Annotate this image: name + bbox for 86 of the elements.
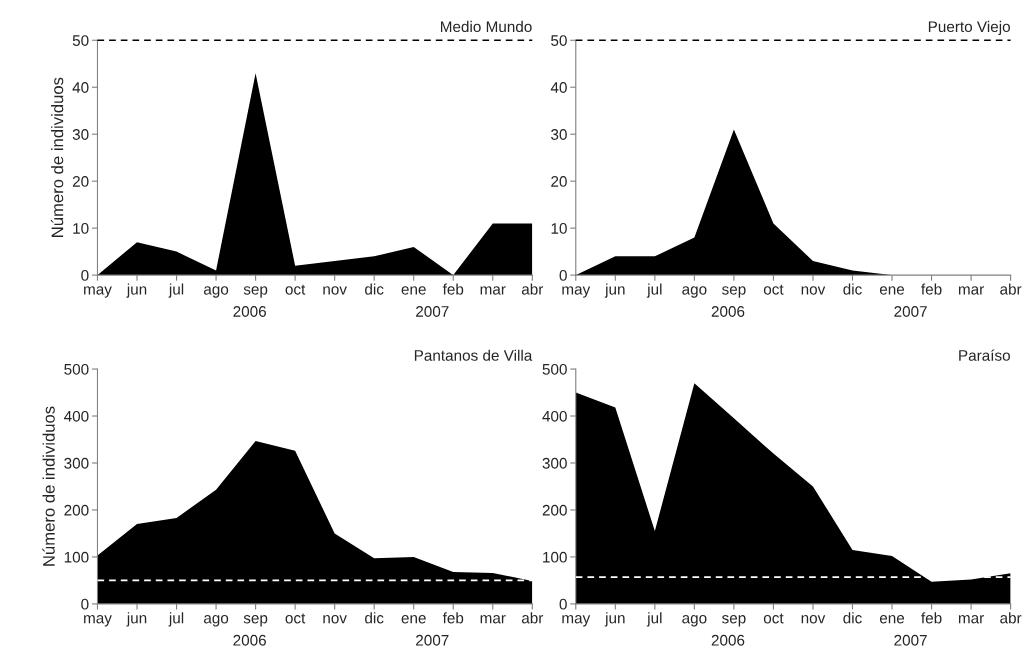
- text: 2006: [711, 306, 745, 317]
- x-tick-label: feb: [921, 283, 942, 295]
- x-tick-label: dic: [843, 283, 862, 295]
- x-tick-label: oct: [763, 284, 784, 295]
- x-tick-label: nov: [801, 286, 826, 295]
- text: 2007: [416, 306, 449, 317]
- x-tick-label: abr: [521, 612, 544, 624]
- x-tick-label: feb: [442, 612, 464, 624]
- text: 2006: [233, 634, 266, 646]
- x-tick-label: may: [562, 615, 591, 627]
- x-tick-label: may: [562, 286, 591, 298]
- x-tick-label: dic: [365, 283, 384, 295]
- x-tick-label: mar: [480, 615, 506, 624]
- y-tick-label: 50: [551, 35, 567, 46]
- y-tick-label: 0: [559, 598, 567, 610]
- x-tick-label: ago: [682, 286, 707, 298]
- x-tick-label: jun: [126, 612, 147, 627]
- x-tick-label: feb: [921, 612, 942, 624]
- y-tick-label: 0: [81, 269, 89, 281]
- y-tick-label: 30: [551, 129, 567, 140]
- x-tick-label: oct: [285, 613, 306, 624]
- x-tick-label: jun: [604, 283, 625, 298]
- y-tick-label: 100: [64, 551, 89, 563]
- chart-title: Paraíso: [959, 349, 1010, 361]
- x-tick-label: mar: [480, 286, 506, 295]
- x-tick-label: may: [84, 286, 112, 298]
- x-tick-label: jul: [646, 283, 662, 298]
- y-axis-title: Número de individuos: [42, 406, 55, 566]
- y-tick-label: 200: [542, 504, 567, 516]
- x-tick-label: nov: [801, 615, 826, 624]
- y-tick-label: 500: [64, 363, 89, 375]
- x-tick-label: abr: [1000, 283, 1022, 295]
- x-tick-label: mar: [958, 615, 984, 624]
- x-tick-label: mar: [958, 286, 984, 295]
- text: 2006: [711, 634, 745, 646]
- y-axis-title: Número de individuos: [50, 77, 64, 237]
- x-tick-label: abr: [521, 283, 544, 295]
- x-tick-label: dic: [365, 612, 384, 624]
- y-tick-label: 0: [559, 269, 567, 281]
- text: 2007: [894, 306, 927, 317]
- y-tick-label: 20: [72, 176, 89, 187]
- text: 2007: [416, 634, 449, 646]
- y-tick-label: 100: [543, 551, 567, 563]
- y-tick-label: 300: [542, 457, 567, 469]
- y-tick-label: 50: [72, 35, 89, 46]
- x-tick-label: oct: [285, 284, 306, 295]
- text: 2007: [894, 634, 927, 646]
- x-tick-label: ene: [401, 286, 426, 295]
- x-tick-label: dic: [843, 612, 862, 624]
- y-tick-label: 10: [73, 223, 89, 234]
- x-tick-label: ago: [203, 615, 229, 627]
- x-tick-label: sep: [722, 286, 746, 298]
- x-tick-label: ene: [401, 615, 426, 624]
- x-tick-label: ago: [682, 615, 707, 627]
- x-tick-label: jul: [646, 612, 662, 627]
- y-tick-label: 400: [64, 410, 89, 422]
- x-tick-label: jun: [126, 283, 147, 298]
- x-tick-label: sep: [243, 286, 268, 298]
- y-tick-label: 500: [542, 363, 567, 375]
- x-tick-label: abr: [1000, 612, 1022, 624]
- y-tick-label: 300: [64, 457, 89, 469]
- x-tick-label: may: [84, 615, 112, 627]
- chart-title: Puerto Viejo: [928, 20, 1010, 36]
- chart-title: Pantanos de Villa: [414, 349, 533, 361]
- y-tick-label: 40: [550, 82, 567, 93]
- text: 2006: [233, 306, 266, 317]
- y-tick-label: 40: [72, 82, 89, 93]
- x-tick-label: jul: [168, 283, 184, 298]
- y-tick-label: 0: [81, 598, 89, 610]
- chart-title: Medio Mundo: [440, 20, 532, 33]
- x-tick-label: sep: [722, 615, 746, 627]
- x-tick-label: jun: [604, 612, 625, 627]
- x-tick-label: ene: [879, 615, 905, 624]
- x-tick-label: sep: [243, 615, 268, 627]
- y-tick-label: 10: [551, 223, 567, 234]
- x-tick-label: ene: [879, 286, 905, 295]
- y-tick-label: 30: [72, 129, 89, 140]
- x-tick-label: nov: [323, 615, 347, 624]
- y-tick-label: 400: [542, 410, 567, 422]
- y-tick-label: 200: [64, 504, 89, 516]
- x-tick-label: nov: [323, 286, 347, 295]
- x-tick-label: ago: [203, 286, 229, 298]
- y-tick-label: 20: [551, 176, 567, 187]
- x-tick-label: jul: [168, 612, 184, 627]
- x-tick-label: oct: [763, 613, 784, 624]
- x-tick-label: feb: [442, 283, 464, 295]
